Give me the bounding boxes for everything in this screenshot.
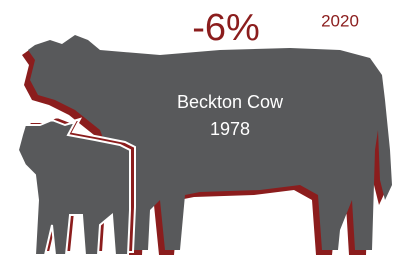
change-year: 2020 <box>321 11 359 30</box>
cow-year: 1978 <box>210 119 250 139</box>
change-value: -6% <box>192 7 260 49</box>
cow-name: Beckton Cow <box>177 92 284 112</box>
infographic: -6% 2020 Beckton Cow 1978 <box>0 0 405 259</box>
page: -6% 2020 Beckton Cow 1978 (() => { const… <box>0 0 405 259</box>
